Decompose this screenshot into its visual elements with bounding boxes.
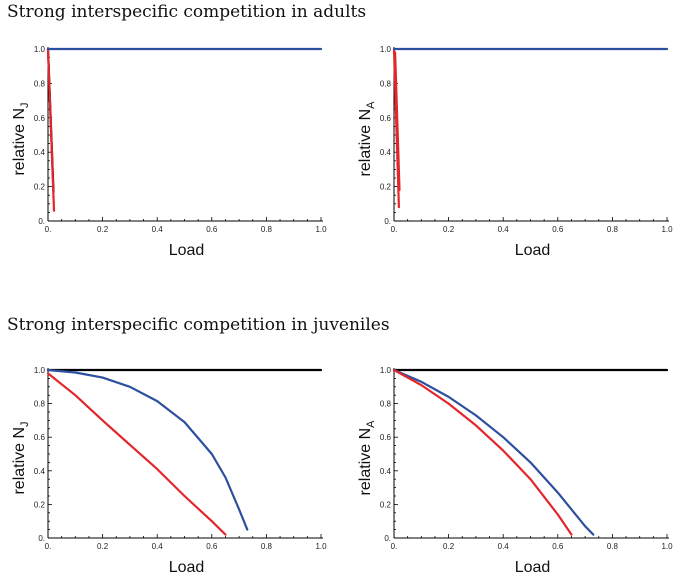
y-axis-label: relative NA <box>357 101 377 177</box>
section-title-juveniles: Strong interspecific competition in juve… <box>7 315 390 335</box>
y-tick-label: 0.4 <box>34 467 46 476</box>
y-axis-label: relative NJ <box>11 421 31 494</box>
chart-panel-bottom-left: 0. 0.2 0.4 0.6 0.8 1.0 0. 0.2 0.4 0.6 0.8 1.0 Load re… <box>11 366 327 576</box>
y-tick-label: 0.6 <box>380 114 392 123</box>
x-tick-label: 1.0 <box>315 542 327 551</box>
y-tick-label: 1.0 <box>380 45 392 54</box>
series-line-blue <box>392 368 595 536</box>
x-tick-label: 0.6 <box>206 225 218 234</box>
y-tick-label: 0.8 <box>34 79 46 88</box>
series-line-blue <box>46 368 249 531</box>
x-tick-label: 0.4 <box>152 542 164 551</box>
x-tick-label: 0.4 <box>498 225 510 234</box>
y-tick-label: 0.4 <box>380 467 392 476</box>
x-tick-label: 0.2 <box>97 542 109 551</box>
x-tick-label: 0. <box>391 542 398 551</box>
y-tick-label: 0.2 <box>380 183 392 192</box>
y-tick-label: 0.8 <box>34 400 46 409</box>
section-title-adults: Strong interspecific competition in adul… <box>7 2 367 22</box>
y-tick-label: 1.0 <box>380 366 392 375</box>
x-tick-label: 1.0 <box>661 542 673 551</box>
x-tick-label: 0.8 <box>261 542 273 551</box>
x-tick-label: 0. <box>45 225 52 234</box>
y-tick-label: 0.8 <box>380 400 392 409</box>
y-tick-label: 1.0 <box>34 45 46 54</box>
x-tick-label: 0.4 <box>498 542 510 551</box>
x-axis-label: Load <box>515 559 551 576</box>
x-tick-label: 0.6 <box>552 225 564 234</box>
y-tick-label: 0.4 <box>34 148 46 157</box>
y-axis-label: relative NA <box>357 420 377 496</box>
x-tick-label: 0.6 <box>206 542 218 551</box>
y-tick-label: 0. <box>384 217 391 226</box>
x-axis-label: Load <box>169 242 205 259</box>
y-tick-label: 1.0 <box>34 366 46 375</box>
y-tick-label: 0.6 <box>380 433 392 442</box>
x-tick-label: 0. <box>391 225 398 234</box>
x-tick-label: 0.8 <box>261 225 273 234</box>
series-line-red <box>392 368 573 536</box>
chart-panel-bottom-right: 0. 0.2 0.4 0.6 0.8 1.0 0. 0.2 0.4 0.6 0.8 1.0 Load re… <box>357 366 673 576</box>
y-tick-label: 0.8 <box>380 79 392 88</box>
series-line-red <box>394 51 401 192</box>
x-tick-label: 0.2 <box>443 542 455 551</box>
series-line-red <box>46 372 227 536</box>
x-tick-label: 0.6 <box>552 542 564 551</box>
x-tick-label: 1.0 <box>661 225 673 234</box>
y-tick-label: 0.2 <box>380 500 392 509</box>
x-tick-label: 1.0 <box>315 225 327 234</box>
y-tick-label: 0.6 <box>34 433 46 442</box>
x-tick-label: 0.2 <box>97 225 109 234</box>
y-tick-label: 0. <box>38 217 45 226</box>
x-tick-label: 0.4 <box>152 225 164 234</box>
x-tick-label: 0. <box>45 542 52 551</box>
x-tick-label: 0.2 <box>443 225 455 234</box>
x-tick-label: 0.8 <box>607 225 619 234</box>
y-axis-label: relative NJ <box>11 102 31 175</box>
y-tick-label: 0.4 <box>380 148 392 157</box>
y-tick-label: 0.6 <box>34 114 46 123</box>
chart-panel-top-left: 0. 0.2 0.4 0.6 0.8 1.0 0. 0.2 0.4 0.6 0.8 1.0 Load re… <box>11 45 327 259</box>
y-tick-label: 0.2 <box>34 183 46 192</box>
chart-panel-top-right: 0. 0.2 0.4 0.6 0.8 1.0 0. 0.2 0.4 0.6 0.8 1.0 Load re… <box>357 45 673 259</box>
y-tick-label: 0. <box>384 534 391 543</box>
y-tick-label: 0.2 <box>34 500 46 509</box>
series-line-red <box>46 47 56 212</box>
x-tick-label: 0.8 <box>607 542 619 551</box>
x-axis-label: Load <box>515 242 551 259</box>
y-tick-label: 0. <box>38 534 45 543</box>
x-axis-label: Load <box>169 559 205 576</box>
